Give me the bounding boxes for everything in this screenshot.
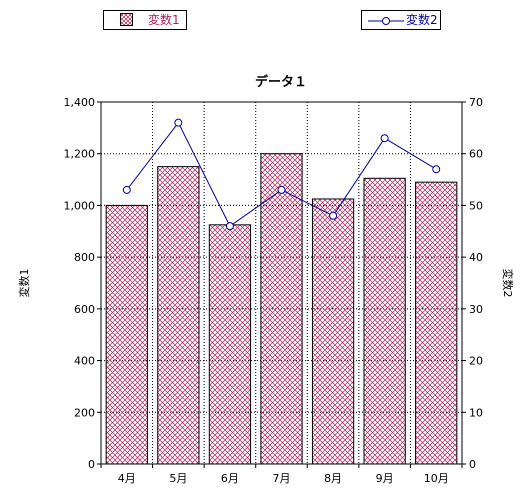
y-tick-label: 400 bbox=[74, 355, 95, 368]
point-9月 bbox=[380, 134, 389, 143]
y-tick-label: 600 bbox=[74, 303, 95, 316]
y2-tick-label: 60 bbox=[469, 148, 483, 161]
y2-tick-label: 0 bbox=[469, 458, 476, 471]
legend-var2-label: 変数2 bbox=[406, 13, 438, 27]
legend-var1: 変数1 bbox=[103, 10, 187, 30]
point-8月 bbox=[329, 211, 338, 220]
x-tick-label: 10月 bbox=[424, 472, 449, 485]
legend-line-swatch bbox=[368, 17, 404, 25]
y-tick-label: 800 bbox=[74, 251, 95, 264]
point-5月 bbox=[174, 118, 183, 127]
bar-4月 bbox=[105, 204, 148, 465]
y-tick-label: 0 bbox=[88, 458, 95, 471]
x-tick-label: 7月 bbox=[273, 472, 291, 485]
y2-tick-label: 20 bbox=[469, 355, 483, 368]
bar-10月 bbox=[415, 181, 458, 465]
point-4月 bbox=[122, 185, 131, 194]
y2-tick-label: 50 bbox=[469, 199, 483, 212]
y-tick-label: 1,200 bbox=[64, 148, 96, 161]
y2-tick-label: 70 bbox=[469, 96, 483, 109]
y2-axis-label: 変数2 bbox=[501, 269, 515, 298]
y2-tick-label: 40 bbox=[469, 251, 483, 264]
y-tick-label: 200 bbox=[74, 406, 95, 419]
x-tick-label: 4月 bbox=[118, 472, 136, 485]
y2-tick-label: 10 bbox=[469, 406, 483, 419]
legend-bar-swatch bbox=[120, 13, 133, 26]
point-6月 bbox=[225, 222, 234, 231]
legend-var1-label: 変数1 bbox=[148, 13, 180, 27]
x-tick-label: 6月 bbox=[221, 472, 239, 485]
bar-5月 bbox=[157, 166, 200, 465]
legend-var2: 変数2 bbox=[361, 10, 441, 30]
x-tick-label: 9月 bbox=[376, 472, 394, 485]
x-tick-label: 5月 bbox=[169, 472, 187, 485]
bar-9月 bbox=[363, 177, 406, 465]
y-tick-label: 1,400 bbox=[64, 96, 96, 109]
point-7月 bbox=[277, 185, 286, 194]
chart-title: データ１ bbox=[255, 74, 307, 90]
bar-8月 bbox=[311, 198, 355, 465]
point-10月 bbox=[432, 165, 441, 174]
y-axis-label: 変数1 bbox=[17, 269, 31, 298]
y-tick-label: 1,000 bbox=[64, 199, 96, 212]
y2-tick-label: 30 bbox=[469, 303, 483, 316]
bar-6月 bbox=[208, 224, 252, 465]
x-tick-label: 8月 bbox=[324, 472, 342, 485]
plot-area-frame bbox=[100, 101, 463, 465]
